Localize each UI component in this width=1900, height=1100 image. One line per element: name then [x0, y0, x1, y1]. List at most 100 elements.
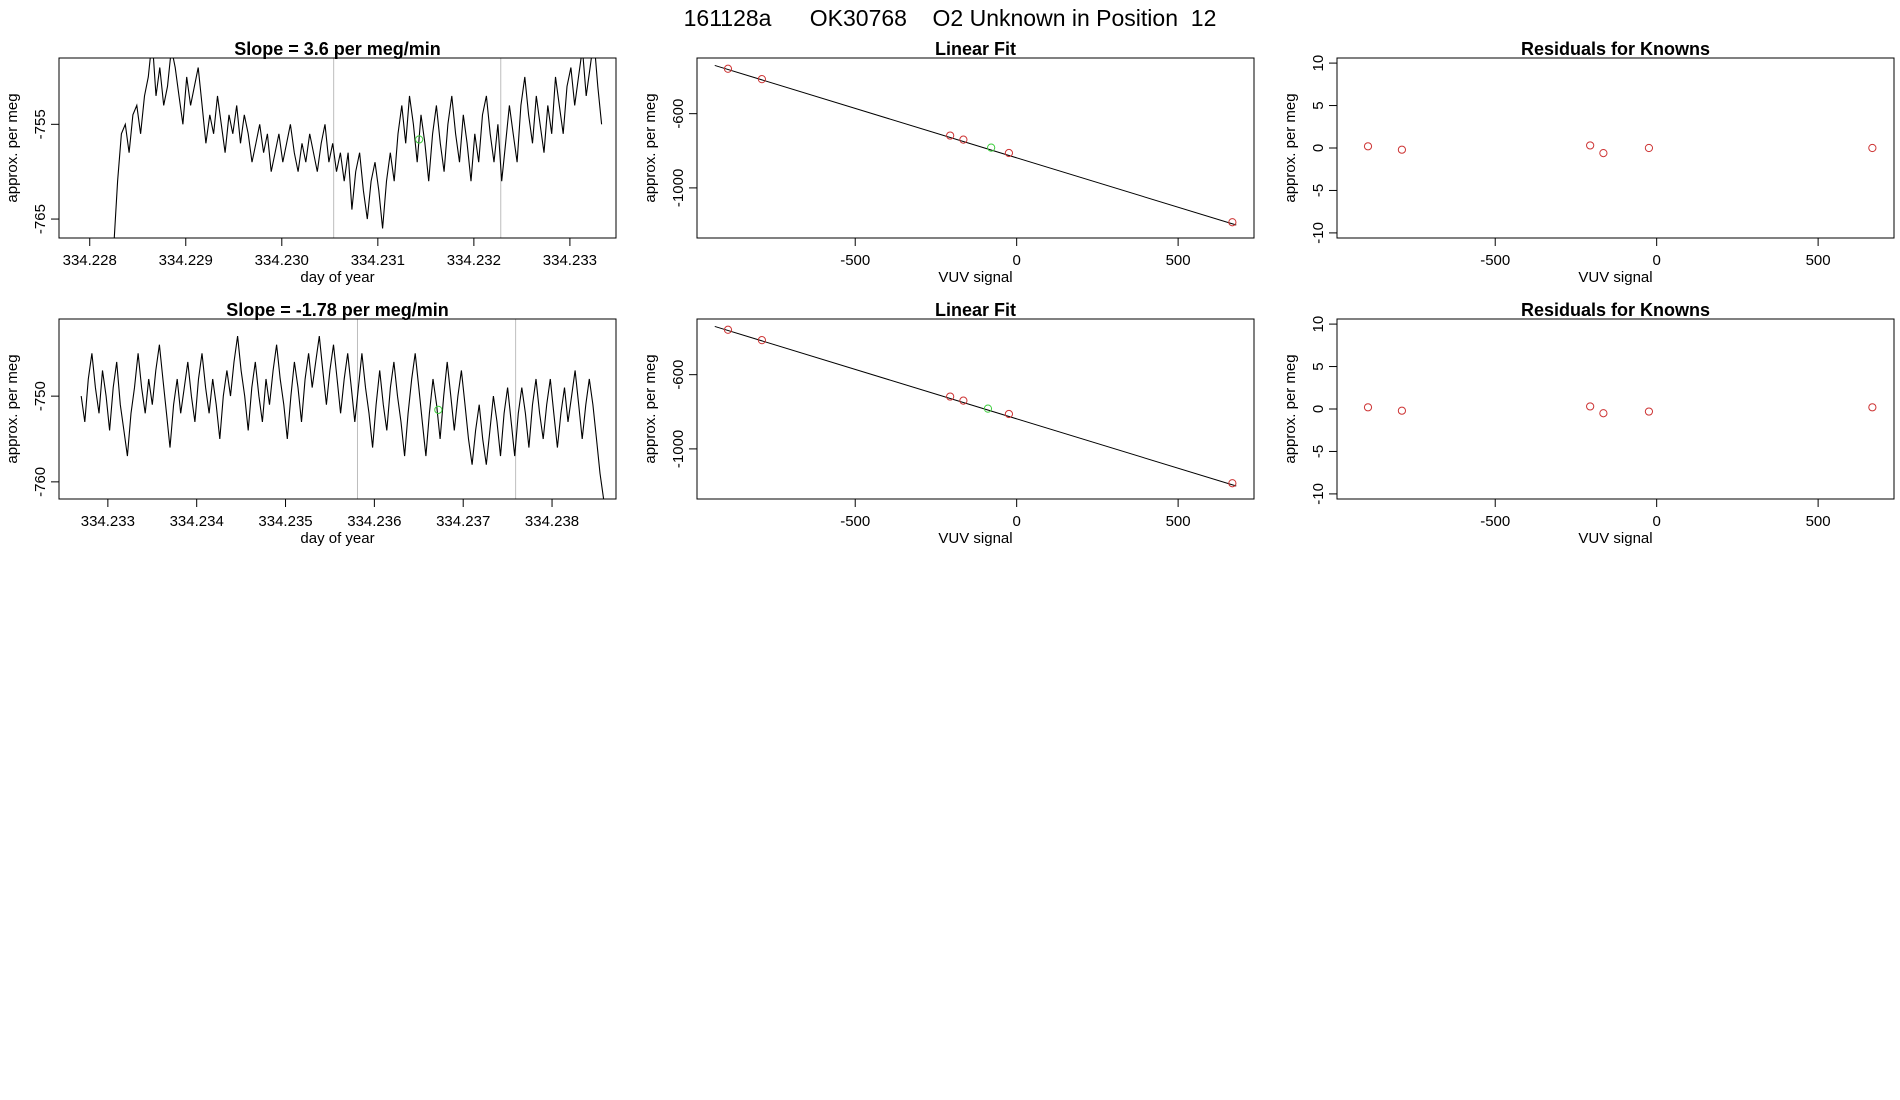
plot-frame	[1336, 57, 1895, 239]
y-tick-label: -600	[670, 360, 687, 390]
x-tick-label: 334.235	[258, 513, 312, 530]
y-axis-label: approx. per meg	[4, 93, 21, 202]
known-point	[1599, 409, 1608, 418]
plot-frame	[58, 318, 617, 500]
x-tick-label: 334.229	[159, 252, 213, 269]
chart-panels: Slope = 3.6 per meg/min 334.228 334.229 334…	[4, 39, 1895, 547]
x-tick-label: -500	[1480, 513, 1510, 530]
x-tick-label: 334.236	[347, 513, 401, 530]
x-tick-label: 334.231	[351, 252, 405, 269]
x-tick-label: 500	[1166, 252, 1191, 269]
page-title: 161128a OK30768 O2 Unknown in Position 1…	[684, 5, 1217, 31]
x-axis-label: VUV signal	[1578, 530, 1652, 547]
y-tick-label: -5	[1310, 445, 1327, 458]
plot-area	[80, 319, 605, 499]
panel-time-series-top: Slope = 3.6 per meg/min 334.228 334.229 334…	[4, 39, 617, 286]
y-tick-label: -1000	[670, 169, 687, 207]
known-point	[1397, 145, 1407, 154]
x-tick-label: 0	[1012, 252, 1020, 269]
known-point	[1868, 403, 1877, 412]
x-tick-label: 334.228	[63, 252, 117, 269]
unknown-point	[987, 143, 996, 152]
chart-title: Residuals for Knowns	[1521, 39, 1710, 59]
chart-title: Linear Fit	[935, 300, 1016, 320]
y-tick-label: 0	[1310, 144, 1327, 152]
plot-frame	[58, 57, 617, 239]
known-point	[723, 325, 733, 334]
data-series-line	[113, 58, 603, 238]
y-tick-label: 5	[1310, 101, 1327, 109]
y-tick-label: 10	[1310, 55, 1327, 72]
known-point	[1228, 479, 1237, 488]
y-axis-label: approx. per meg	[1282, 93, 1299, 202]
x-tick-label: 0	[1652, 513, 1660, 530]
y-tick-label: -600	[670, 99, 687, 129]
known-point	[723, 64, 733, 73]
x-tick-label: -500	[1480, 252, 1510, 269]
known-point	[1363, 403, 1373, 412]
y-tick-label: 10	[1310, 316, 1327, 333]
panel-residuals-top: Residuals for Knowns -500 0 500 10 5 0 -5 -10 VUV…	[1282, 39, 1895, 286]
x-tick-label: 334.233	[81, 513, 135, 530]
known-point	[946, 392, 955, 401]
y-axis-label: approx. per meg	[642, 354, 659, 463]
known-point	[959, 135, 968, 144]
known-point	[946, 131, 955, 140]
x-tick-label: 500	[1806, 252, 1831, 269]
chart-title: Residuals for Knowns	[1521, 300, 1710, 320]
panel-time-series-bottom: Slope = -1.78 per meg/min 334.233 334.234 3…	[4, 300, 617, 547]
x-axis-label: VUV signal	[938, 530, 1012, 547]
unknown-point	[415, 135, 424, 144]
chart-title: Slope = -1.78 per meg/min	[226, 300, 449, 320]
y-tick-label: -750	[32, 381, 49, 411]
y-axis-label: approx. per meg	[642, 93, 659, 202]
x-tick-label: 500	[1806, 513, 1831, 530]
x-tick-label: 334.234	[170, 513, 224, 530]
known-point	[959, 396, 968, 405]
x-axis-label: day of year	[300, 530, 374, 547]
known-point	[1004, 148, 1014, 158]
known-point	[1868, 143, 1877, 153]
plot-area	[1363, 141, 1877, 158]
data-series-line	[80, 336, 605, 499]
y-tick-label: -1000	[670, 430, 687, 468]
x-axis-label: day of year	[300, 269, 374, 286]
x-tick-label: 334.237	[436, 513, 490, 530]
known-point	[1644, 407, 1654, 416]
panel-linear-fit-top: Linear Fit -500 0 500 -600 -1000 VUV signal app…	[642, 39, 1255, 286]
plot-frame	[696, 57, 1255, 239]
known-point	[1599, 148, 1608, 158]
x-tick-label: -500	[840, 513, 870, 530]
chart-title: Slope = 3.6 per meg/min	[234, 39, 441, 59]
known-point	[1004, 409, 1014, 419]
plot-area	[714, 64, 1237, 227]
unknown-point	[983, 404, 993, 413]
panel-residuals-bottom: Residuals for Knowns -500 0 500 10 5 0 -5 -10 VUV…	[1282, 300, 1895, 547]
x-tick-label: 334.233	[543, 252, 597, 269]
y-tick-label: 5	[1310, 362, 1327, 370]
x-tick-label: 0	[1012, 513, 1020, 530]
plot-frame	[696, 318, 1255, 500]
x-axis-label: VUV signal	[938, 269, 1012, 286]
plot-frame	[1336, 318, 1895, 500]
chart-title: Linear Fit	[935, 39, 1016, 59]
x-tick-label: -500	[840, 252, 870, 269]
plot-area	[113, 58, 603, 238]
y-tick-label: -765	[32, 204, 49, 234]
x-axis-label: VUV signal	[1578, 269, 1652, 286]
plot-area	[714, 325, 1237, 488]
y-tick-label: -755	[32, 109, 49, 139]
x-tick-label: 0	[1652, 252, 1660, 269]
x-tick-label: 334.238	[525, 513, 579, 530]
known-point	[1644, 143, 1654, 153]
known-point	[1397, 406, 1407, 415]
known-point	[757, 336, 767, 345]
y-axis-label: approx. per meg	[1282, 354, 1299, 463]
unknown-point	[434, 405, 443, 414]
y-tick-label: -10	[1310, 222, 1327, 244]
fit-line	[714, 64, 1237, 226]
plot-area	[1363, 402, 1877, 418]
x-tick-label: 334.230	[255, 252, 309, 269]
x-tick-label: 500	[1166, 513, 1191, 530]
